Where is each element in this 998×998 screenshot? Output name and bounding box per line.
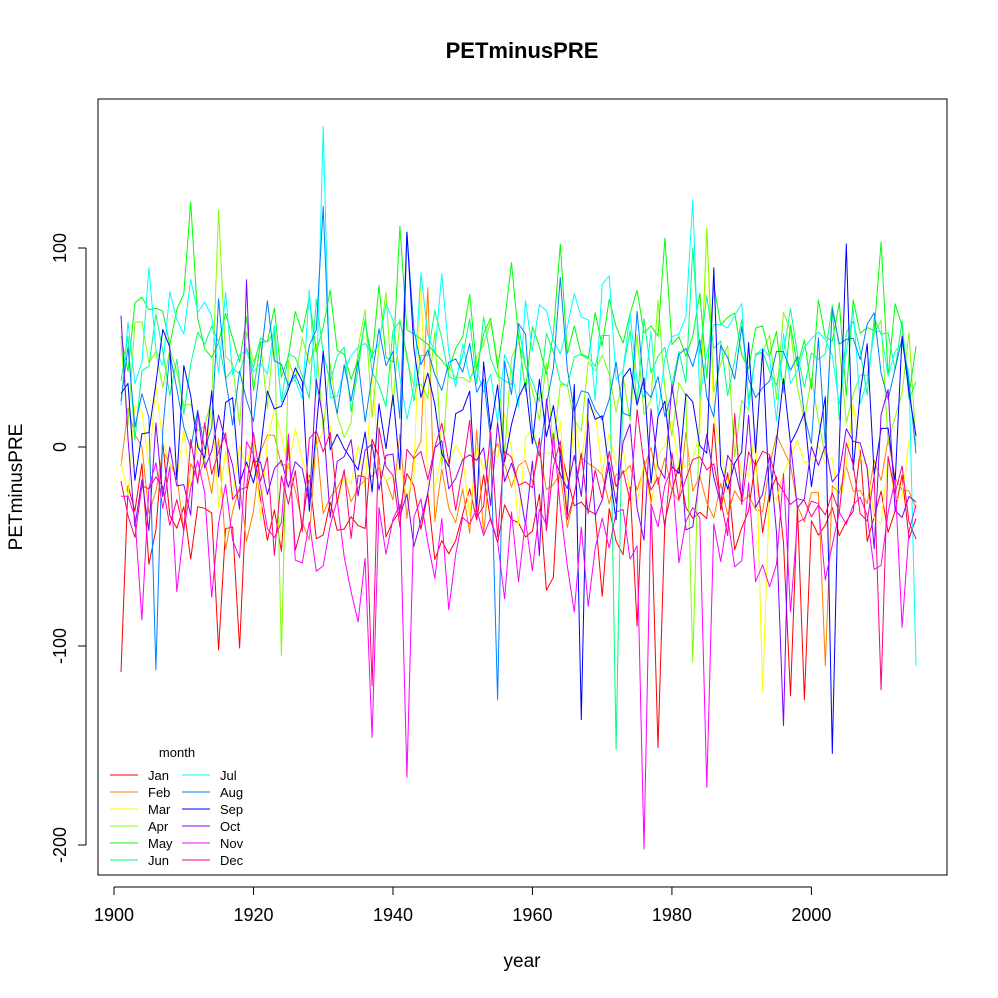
legend-label-mar: Mar	[148, 802, 171, 817]
series-line-jul	[120, 126, 917, 666]
legend-label-dec: Dec	[220, 853, 244, 868]
legend-label-jun: Jun	[148, 853, 169, 868]
x-tick-label: 1940	[373, 905, 413, 925]
x-axis: 1900 1920 1940 1960 1980 2000	[94, 886, 831, 925]
y-tick-label: 100	[50, 233, 70, 263]
legend-label-nov: Nov	[220, 836, 244, 851]
legend-label-oct: Oct	[220, 819, 241, 834]
legend-label-jan: Jan	[148, 768, 169, 783]
legend-title: month	[159, 745, 195, 760]
legend-label-apr: Apr	[148, 819, 169, 834]
chart-title: PETminusPRE	[446, 38, 599, 63]
y-tick-label: 0	[50, 442, 70, 452]
series-line-aug	[120, 205, 917, 701]
series-line-nov	[120, 432, 917, 850]
legend-label-sep: Sep	[220, 802, 243, 817]
x-axis-label: year	[504, 951, 542, 972]
legend-label-feb: Feb	[148, 785, 170, 800]
y-axis-label: PETminusPRE	[6, 424, 27, 551]
x-tick-label: 1960	[512, 905, 552, 925]
y-axis: -200 -100 0 100	[50, 233, 87, 863]
x-tick-label: 1980	[652, 905, 692, 925]
series-line-dec	[120, 409, 917, 691]
legend-label-jul: Jul	[220, 768, 237, 783]
y-tick-label: -200	[50, 827, 70, 863]
plot-lines	[120, 126, 917, 850]
series-line-sep	[120, 231, 917, 754]
series-line-may	[120, 201, 917, 397]
legend-label-may: May	[148, 836, 173, 851]
x-tick-label: 1920	[233, 905, 273, 925]
legend: month Jan Feb Mar Apr May Jun Jul Aug Sep Oct Nov D…	[110, 745, 244, 868]
y-tick-label: -100	[50, 628, 70, 664]
legend-label-aug: Aug	[220, 785, 243, 800]
x-tick-label: 2000	[791, 905, 831, 925]
plot-frame	[97, 98, 948, 876]
series-line-apr	[120, 209, 917, 663]
x-tick-label: 1900	[94, 905, 134, 925]
series-line-feb	[120, 287, 917, 667]
